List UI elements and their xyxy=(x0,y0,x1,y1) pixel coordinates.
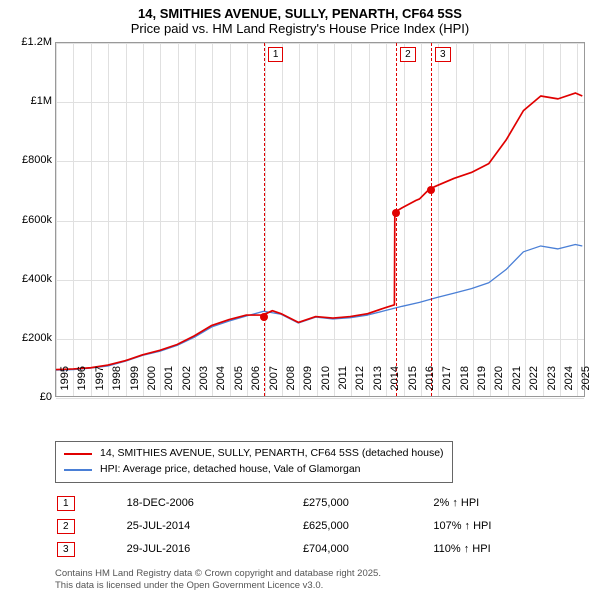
x-axis-label: 2020 xyxy=(493,366,505,400)
y-axis-label: £1M xyxy=(12,95,52,107)
legend-swatch xyxy=(64,469,92,471)
event-datapoint xyxy=(260,313,268,321)
y-axis-label: £200k xyxy=(12,332,52,344)
event-number: 2 xyxy=(57,516,125,537)
chart-title: 14, SMITHIES AVENUE, SULLY, PENARTH, CF6… xyxy=(0,0,600,38)
x-axis-label: 2024 xyxy=(563,366,575,400)
y-axis-label: £400k xyxy=(12,273,52,285)
x-axis-label: 2015 xyxy=(407,366,419,400)
x-axis-label: 1998 xyxy=(111,366,123,400)
legend: 14, SMITHIES AVENUE, SULLY, PENARTH, CF6… xyxy=(55,441,453,483)
event-number: 3 xyxy=(57,539,125,560)
table-row: 118-DEC-2006£275,0002% ↑ HPI xyxy=(57,493,588,514)
event-marker-label: 2 xyxy=(400,47,416,62)
title-address: 14, SMITHIES AVENUE, SULLY, PENARTH, CF6… xyxy=(0,6,600,21)
event-marker-line xyxy=(264,43,265,396)
footer-line2: This data is licensed under the Open Gov… xyxy=(55,580,590,592)
table-row: 329-JUL-2016£704,000110% ↑ HPI xyxy=(57,539,588,560)
event-delta: 110% ↑ HPI xyxy=(433,539,588,560)
x-axis-label: 2017 xyxy=(441,366,453,400)
legend-swatch xyxy=(64,453,92,455)
x-axis-label: 2002 xyxy=(181,366,193,400)
x-axis-label: 2021 xyxy=(511,366,523,400)
table-row: 225-JUL-2014£625,000107% ↑ HPI xyxy=(57,516,588,537)
event-price: £625,000 xyxy=(303,516,431,537)
event-marker-line xyxy=(431,43,432,396)
x-axis-label: 2023 xyxy=(546,366,558,400)
x-axis-label: 2012 xyxy=(354,366,366,400)
event-date: 18-DEC-2006 xyxy=(127,493,301,514)
x-axis-label: 2007 xyxy=(268,366,280,400)
x-axis-label: 2006 xyxy=(250,366,262,400)
event-marker-label: 3 xyxy=(435,47,451,62)
x-axis-label: 2000 xyxy=(146,366,158,400)
chart-area: 123 £0£200k£400k£600k£800k£1M£1.2M199519… xyxy=(10,42,590,437)
event-datapoint xyxy=(392,209,400,217)
event-number: 1 xyxy=(57,493,125,514)
x-axis-label: 2010 xyxy=(320,366,332,400)
series-svg xyxy=(56,43,584,396)
x-axis-label: 2003 xyxy=(198,366,210,400)
title-subtitle: Price paid vs. HM Land Registry's House … xyxy=(0,21,600,36)
x-axis-label: 1995 xyxy=(59,366,71,400)
legend-item: HPI: Average price, detached house, Vale… xyxy=(64,462,444,478)
x-axis-label: 1996 xyxy=(76,366,88,400)
x-axis-label: 1999 xyxy=(129,366,141,400)
events-table: 118-DEC-2006£275,0002% ↑ HPI225-JUL-2014… xyxy=(55,491,590,562)
x-axis-label: 2004 xyxy=(215,366,227,400)
attribution: Contains HM Land Registry data © Crown c… xyxy=(55,568,590,592)
event-price: £704,000 xyxy=(303,539,431,560)
footer-line1: Contains HM Land Registry data © Crown c… xyxy=(55,568,590,580)
event-date: 29-JUL-2016 xyxy=(127,539,301,560)
event-datapoint xyxy=(427,186,435,194)
x-axis-label: 2009 xyxy=(302,366,314,400)
y-axis-label: £800k xyxy=(12,154,52,166)
event-marker-line xyxy=(396,43,397,396)
series-line xyxy=(56,244,582,370)
series-line xyxy=(56,93,582,370)
legend-label: HPI: Average price, detached house, Vale… xyxy=(100,462,361,478)
x-axis-label: 2005 xyxy=(233,366,245,400)
legend-label: 14, SMITHIES AVENUE, SULLY, PENARTH, CF6… xyxy=(100,446,444,462)
event-date: 25-JUL-2014 xyxy=(127,516,301,537)
x-axis-label: 2016 xyxy=(424,366,436,400)
event-delta: 107% ↑ HPI xyxy=(433,516,588,537)
x-axis-label: 2019 xyxy=(476,366,488,400)
y-axis-label: £1.2M xyxy=(12,36,52,48)
x-axis-label: 2018 xyxy=(459,366,471,400)
plot-region: 1 2 3 xyxy=(55,42,585,397)
event-delta: 2% ↑ HPI xyxy=(433,493,588,514)
x-axis-label: 1997 xyxy=(94,366,106,400)
x-axis-label: 2022 xyxy=(528,366,540,400)
event-price: £275,000 xyxy=(303,493,431,514)
x-axis-label: 2014 xyxy=(389,366,401,400)
x-axis-label: 2025 xyxy=(580,366,592,400)
x-axis-label: 2008 xyxy=(285,366,297,400)
x-axis-label: 2013 xyxy=(372,366,384,400)
x-axis-label: 2011 xyxy=(337,366,349,400)
legend-item: 14, SMITHIES AVENUE, SULLY, PENARTH, CF6… xyxy=(64,446,444,462)
x-axis-label: 2001 xyxy=(163,366,175,400)
y-axis-label: £0 xyxy=(12,391,52,403)
event-marker-label: 1 xyxy=(268,47,284,62)
y-axis-label: £600k xyxy=(12,214,52,226)
